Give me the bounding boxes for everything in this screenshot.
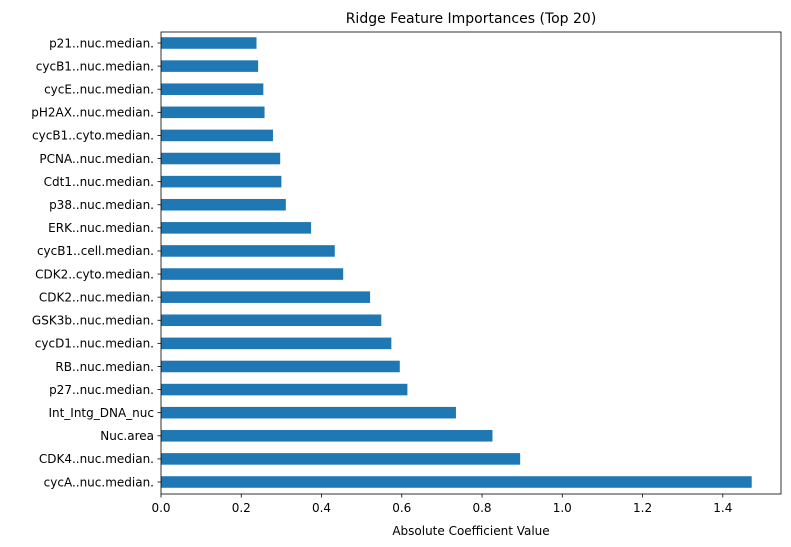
y-tick-label: Int_Intg_DNA_nuc [48, 406, 154, 420]
y-tick-label: GSK3b..nuc.median. [32, 314, 154, 328]
bar-16 [161, 106, 265, 119]
bar-0 [161, 476, 752, 488]
y-tick-label: p27..nuc.median. [49, 383, 154, 397]
bar-5 [161, 360, 400, 373]
bar-1 [161, 453, 521, 465]
y-axis: cycA..nuc.median. CDK4..nuc.median. Nuc.ar… [31, 36, 161, 489]
y-tick-label: pH2AX..nuc.median. [31, 106, 154, 120]
x-tick-label: 1.0 [553, 501, 572, 515]
bar-11 [161, 222, 312, 234]
bars-group [161, 37, 752, 488]
y-tick-label: p38..nuc.median. [49, 198, 154, 212]
bar-3 [161, 406, 456, 419]
y-tick-label: cycB1..cyto.median. [32, 129, 154, 143]
y-tick-label: cycE..nuc.median. [44, 83, 154, 97]
x-axis: 0.0 0.2 0.4 0.6 0.8 1.0 1.2 1.4 [151, 494, 732, 515]
y-tick-label: CDK2..cyto.median. [35, 267, 154, 281]
y-tick-label: cycA..nuc.median. [44, 475, 154, 489]
y-tick-label: CDK4..nuc.median. [39, 452, 154, 466]
chart-title: Ridge Feature Importances (Top 20) [346, 11, 597, 27]
y-tick-label: RB..nuc.median. [55, 360, 154, 374]
plot-frame [160, 31, 782, 495]
x-tick-label: 0.0 [151, 501, 170, 515]
x-tick-label: 0.2 [232, 501, 251, 515]
x-tick-label: 1.2 [633, 501, 652, 515]
x-axis-label: Absolute Coefficient Value [392, 524, 549, 538]
y-tick-label: ERK..nuc.median. [48, 221, 154, 235]
y-tick-label: CDK2..nuc.median. [39, 290, 154, 304]
bar-19 [161, 37, 257, 49]
y-tick-label: Nuc.area [100, 429, 154, 443]
bar-14 [161, 152, 281, 165]
bar-2 [161, 430, 493, 442]
y-tick-label: PCNA..nuc.median. [39, 152, 154, 166]
bar-8 [161, 291, 371, 303]
bar-18 [161, 60, 259, 72]
bar-6 [161, 337, 392, 350]
x-tick-label: 0.8 [472, 501, 491, 515]
bar-9 [161, 268, 344, 280]
y-tick-label: cycB1..cell.median. [37, 244, 154, 258]
x-tick-label: 0.4 [312, 501, 331, 515]
bar-10 [161, 245, 335, 257]
y-tick-label: cycB1..nuc.median. [36, 59, 154, 73]
bar-13 [161, 175, 282, 188]
bar-17 [161, 83, 264, 95]
y-tick-label: Cdt1..nuc.median. [44, 175, 154, 189]
y-tick-label: cycD1..nuc.median. [35, 337, 154, 351]
y-tick-label: p21..nuc.median. [49, 36, 154, 50]
bar-7 [161, 314, 382, 327]
bar-4 [161, 383, 408, 396]
bar-15 [161, 129, 273, 142]
bar-12 [161, 198, 286, 211]
x-tick-label: 0.6 [392, 501, 411, 515]
x-tick-label: 1.4 [713, 501, 732, 515]
